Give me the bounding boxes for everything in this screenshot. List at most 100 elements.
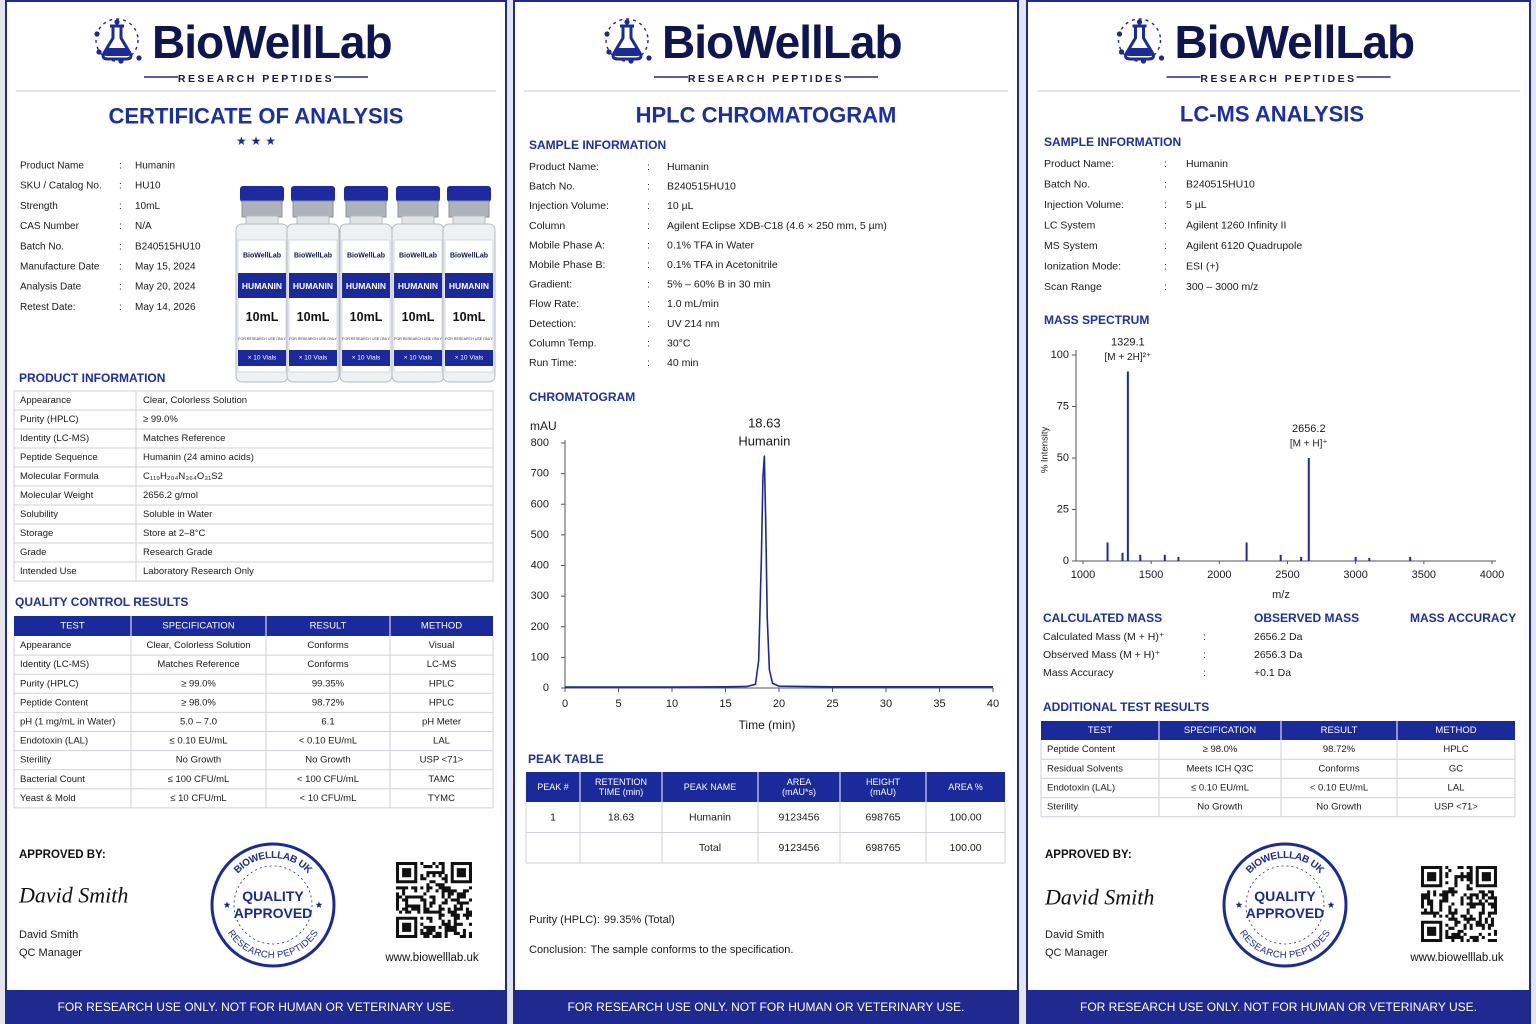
logo-dot bbox=[114, 19, 120, 25]
table-header-cell: TIME (min) bbox=[599, 787, 644, 797]
logo-dot bbox=[1136, 19, 1143, 25]
table-cell: < 10 CFU/mL bbox=[300, 793, 357, 804]
table-header-cell: RETENTION bbox=[595, 777, 647, 787]
table-header-cell: METHOD bbox=[421, 621, 462, 632]
y-tick-label: 800 bbox=[531, 437, 549, 449]
brand-name: BioWellLab bbox=[662, 16, 902, 68]
field-separator: : bbox=[1164, 281, 1167, 293]
field-label: MS System bbox=[1044, 240, 1098, 252]
title-stars: ★ ★ ★ bbox=[236, 134, 276, 148]
field-separator: : bbox=[1164, 199, 1167, 211]
table-cell: No Growth bbox=[1316, 802, 1361, 813]
x-tick-label: 35 bbox=[933, 698, 945, 710]
vial-band bbox=[445, 273, 493, 298]
approver-name: David Smith bbox=[19, 929, 78, 941]
table-header-cell: TEST bbox=[60, 621, 84, 632]
table-cell: No Growth bbox=[176, 755, 221, 766]
chromatogram-line bbox=[565, 455, 993, 688]
field-value: 40 min bbox=[667, 357, 699, 369]
vial-band bbox=[445, 350, 493, 366]
y-tick-label: 200 bbox=[531, 621, 549, 633]
logo-dot bbox=[606, 49, 612, 55]
vial-name: HUMANIN bbox=[242, 281, 282, 291]
logo-flask bbox=[101, 24, 133, 61]
x-tick-label: 1500 bbox=[1139, 569, 1163, 581]
field-label: Injection Volume: bbox=[529, 200, 609, 212]
x-tick-label: 3000 bbox=[1343, 569, 1367, 581]
field-value: Agilent Eclipse XDB-C18 (4.6 × 250 mm, 5… bbox=[667, 220, 887, 232]
x-tick-label: 0 bbox=[562, 698, 568, 710]
table-cell: LAL bbox=[1448, 783, 1465, 794]
field-separator: : bbox=[647, 279, 650, 291]
vial-note: FOR RESEARCH USE ONLY bbox=[445, 337, 493, 341]
table-header bbox=[14, 616, 493, 636]
signature: David Smith bbox=[18, 883, 128, 908]
field-label: Run Time: bbox=[529, 357, 577, 369]
logo-liquid bbox=[103, 48, 131, 56]
table-cell: 698765 bbox=[865, 811, 900, 823]
table-cell: Bacterial Count bbox=[20, 774, 85, 785]
table-cell: Yeast & Mold bbox=[20, 793, 76, 804]
mass-value: 2656.3 Da bbox=[1254, 649, 1303, 661]
table-value: 2656.2 g/mol bbox=[143, 490, 198, 501]
vial-note: FOR RESEARCH USE ONLY bbox=[342, 337, 390, 341]
table-cell: Peptide Content bbox=[1047, 744, 1115, 755]
field-label: Retest Date: bbox=[20, 302, 76, 313]
vial-count: × 10 Vials bbox=[248, 355, 277, 362]
y-tick-label: 0 bbox=[543, 682, 549, 694]
mass-value: +0.1 Da bbox=[1254, 667, 1291, 679]
field-label: Strength bbox=[20, 201, 58, 212]
x-tick-label: 4000 bbox=[1480, 569, 1504, 581]
field-value: May 20, 2024 bbox=[135, 282, 196, 293]
seal-main: APPROVED bbox=[234, 905, 313, 921]
x-tick-label: 2500 bbox=[1275, 569, 1299, 581]
field-value: 30°C bbox=[667, 337, 691, 349]
table-header-cell: AREA % bbox=[948, 782, 983, 792]
vial-brand: BioWellLab bbox=[243, 253, 281, 260]
seal-inner bbox=[1245, 865, 1325, 945]
table-cell: < 0.10 EU/mL bbox=[1310, 783, 1368, 794]
table-label: Appearance bbox=[20, 395, 71, 406]
field-separator: : bbox=[1164, 220, 1167, 232]
vial-name: HUMANIN bbox=[398, 281, 438, 291]
seal-outer bbox=[1222, 842, 1348, 968]
table-cell: TAMC bbox=[428, 774, 454, 785]
logo-ring bbox=[1117, 18, 1162, 62]
table-cell: ≥ 98.0% bbox=[181, 697, 216, 708]
table-header-cell: RESULT bbox=[310, 621, 347, 632]
logo-dot bbox=[136, 55, 142, 61]
field-value: B240515HU10 bbox=[1186, 179, 1255, 191]
table-header-cell: PEAK # bbox=[537, 782, 569, 792]
vial-band bbox=[394, 350, 442, 366]
table-label: Peptide Sequence bbox=[20, 452, 98, 463]
vial-brand: BioWellLab bbox=[399, 253, 437, 260]
field-value: 10 µL bbox=[667, 200, 694, 212]
mass-label: Mass Accuracy bbox=[1043, 667, 1114, 679]
mass-header: MASS ACCURACY bbox=[1410, 611, 1516, 625]
section-heading: QUALITY CONTROL RESULTS bbox=[15, 595, 188, 609]
section-heading: PRODUCT INFORMATION bbox=[19, 371, 165, 385]
field-separator: : bbox=[1164, 261, 1167, 273]
logo-ring bbox=[605, 18, 649, 62]
vial-band bbox=[238, 273, 286, 298]
table-value: Research Grade bbox=[143, 547, 213, 558]
table-header-cell: TEST bbox=[1088, 725, 1112, 736]
logo-dot bbox=[624, 19, 630, 25]
vial-neck bbox=[245, 215, 279, 225]
field-value: 0.1% TFA in Water bbox=[667, 239, 754, 251]
vial-count: × 10 Vials bbox=[404, 355, 433, 362]
table-cell: pH Meter bbox=[422, 716, 461, 727]
vial-cap bbox=[396, 186, 440, 202]
logo-dot bbox=[604, 31, 610, 37]
vial-cap bbox=[240, 186, 284, 202]
table-value: C₁₁₉H₂₀₄N₃₆₄O₃₁S2 bbox=[143, 471, 223, 482]
mass-label: Calculated Mass (M + H)⁺ bbox=[1043, 631, 1164, 643]
table-cell: Visual bbox=[429, 640, 455, 651]
y-tick-label: 400 bbox=[531, 560, 549, 572]
table-value: Humanin (24 amino acids) bbox=[143, 452, 254, 463]
table-value: Store at 2–8°C bbox=[143, 528, 206, 539]
field-value: 0.1% TFA in Acetonitrile bbox=[667, 259, 778, 271]
table-cell: ≤ 10 CFU/mL bbox=[170, 793, 226, 804]
conclusion: Conclusion: The sample conforms to the sp… bbox=[529, 944, 793, 956]
x-tick-label: 10 bbox=[666, 698, 678, 710]
